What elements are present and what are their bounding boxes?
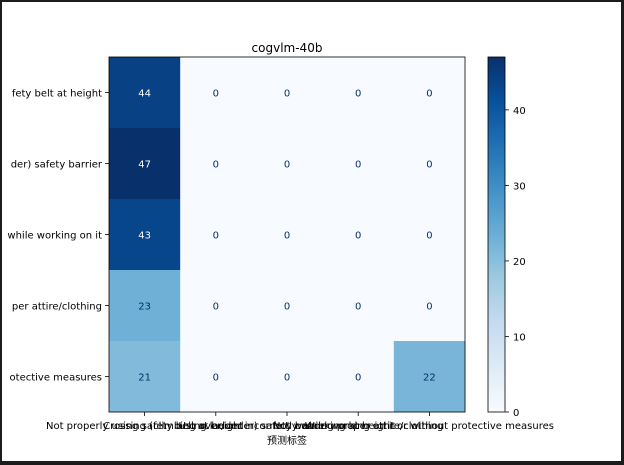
cell-value-label: 0 [284,231,290,242]
heatmap-cell [393,199,466,271]
heatmap-cell [251,199,323,271]
cell-value-label: 23 [138,302,151,313]
cell-value-label: 22 [423,373,436,384]
heatmap-cell [322,199,395,271]
colorbar-tick-label: 0 [513,408,519,419]
heatmap-cell [322,57,395,129]
heatmap-cell [322,341,395,413]
heatmap-cell [393,341,466,413]
x-tick-label: Crossing (climbing over/under) safety ba… [103,421,329,432]
cell-value-label: 0 [284,302,290,313]
cell-value-label: 0 [426,89,432,100]
chart-figure: cogvlm-40b 44 0 0 0 0 47 0 0 0 0 43 0 0 0 0 23 0 0 0 0 21 0 0 0… [2,2,621,461]
heatmap-cell [180,128,252,200]
y-tick-label: while working on it [7,231,102,242]
heatmap-cell [251,341,323,413]
heatmap-cell [393,57,466,129]
colorbar-gradient [487,56,506,413]
cell-value-label: 0 [426,231,432,242]
cell-value-label: 0 [213,302,219,313]
cell-value-label: 44 [138,89,151,100]
x-tick-label: Working at height or without protective … [305,421,554,432]
chart-title: cogvlm-40b [252,41,323,55]
x-tick-label: Not wearing proper attire/clothing [273,421,443,432]
heatmap-cell [180,199,252,271]
y-tick-label: otective measures [10,373,102,384]
y-tick-label: fety belt at height [12,89,102,100]
colorbar-tick-label: 10 [513,332,526,343]
cell-value-label: 47 [138,160,151,171]
cell-value-label: 0 [284,89,290,100]
cell-value-label: 43 [138,231,151,242]
heatmap-cell [109,57,181,129]
heatmap-cell [393,270,466,342]
cell-value-label: 0 [213,160,219,171]
heatmap-cell [393,128,466,200]
heatmap-cell [180,270,252,342]
x-tick-label: Using ladder incorrectly while working o… [179,421,396,432]
heatmap-cell [109,128,181,200]
cell-value-label: 0 [355,89,361,100]
heatmap-cell [109,341,181,413]
cell-value-label: 21 [138,373,151,384]
heatmap-cell [322,128,395,200]
colorbar-tick-label: 40 [513,106,526,117]
cell-value-label: 0 [213,89,219,100]
cell-value-label: 0 [284,373,290,384]
cell-value-label: 0 [355,160,361,171]
y-tick-label: der) safety barrier [11,160,103,171]
heatmap-cell [251,57,323,129]
colorbar: 0 10 20 30 40 [487,56,526,419]
cell-value-label: 0 [355,373,361,384]
heatmap-cell [251,270,323,342]
cell-value-label: 0 [426,302,432,313]
y-tick-label: per attire/clothing [12,302,102,313]
cell-value-label: 0 [355,231,361,242]
heatmap-cell [109,270,181,342]
heatmap-cell [109,199,181,271]
heatmap-cell [251,128,323,200]
cell-value-label: 0 [213,373,219,384]
cell-value-label: 0 [213,231,219,242]
cell-value-label: 0 [426,160,432,171]
heatmap-cell [322,270,395,342]
x-tick-label: Not properly using safety belt at height [46,421,243,432]
x-axis-label: 预测标签 [267,434,307,447]
colorbar-tick-label: 20 [513,257,526,268]
heatmap-cell [180,341,252,413]
cell-value-label: 0 [355,302,361,313]
cell-value-label: 0 [284,160,290,171]
colorbar-tick-label: 30 [513,181,526,192]
heatmap-cell [180,57,252,129]
confusion-matrix-chart: cogvlm-40b 44 0 0 0 047 0 0 0 043 0 0 0 023 0 0 0 021 0 0 0… [7,41,554,447]
